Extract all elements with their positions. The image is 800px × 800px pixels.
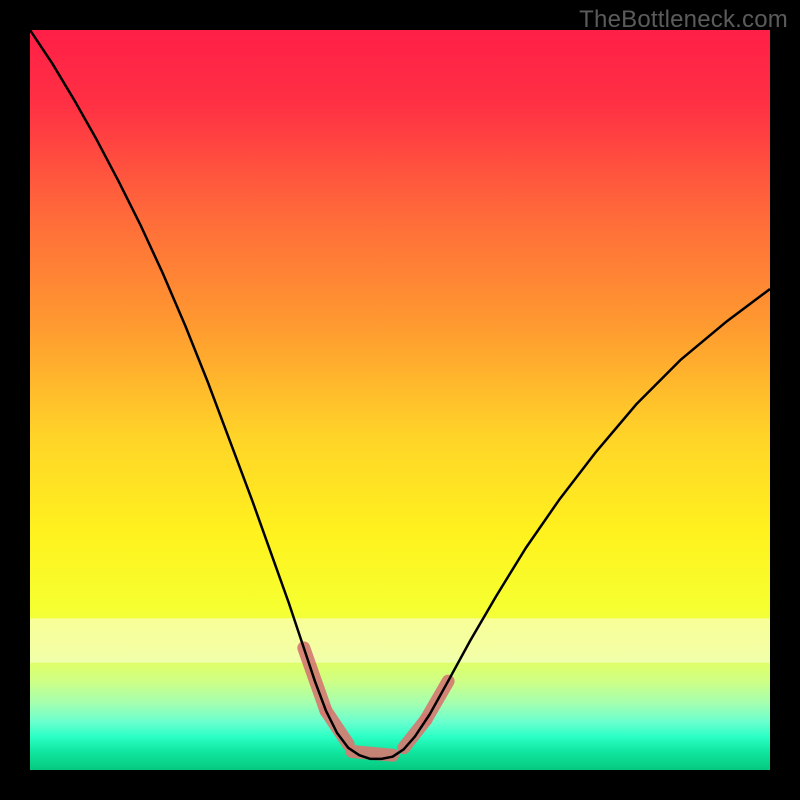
highlight-band xyxy=(30,618,770,662)
gradient-v-curve-chart xyxy=(30,30,770,770)
plot-area xyxy=(30,30,770,770)
chart-frame: TheBottleneck.com xyxy=(0,0,800,800)
watermark-text: TheBottleneck.com xyxy=(579,6,788,34)
